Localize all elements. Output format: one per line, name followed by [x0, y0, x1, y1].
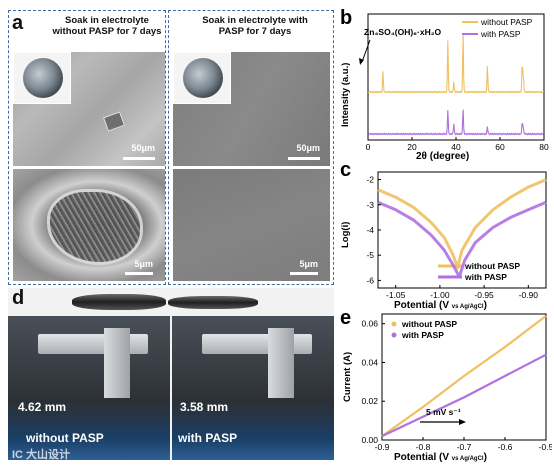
scale-bar-bottom-left [125, 272, 153, 275]
chart-c-ytick-label-4: -6 [366, 275, 374, 285]
chart-e-xtick-label-0: -0.9 [375, 442, 390, 452]
chart-e-xlabel: Potential (V vs Ag/AgCl) [394, 452, 487, 463]
chart-e-ylabel: Current (A) [342, 352, 353, 402]
chart-c-series-1 [377, 200, 547, 279]
chart-b-xtick-label-1: 20 [407, 142, 417, 152]
chart-e-xtick-label-3: -0.6 [498, 442, 513, 452]
chart-e-xtick-label-4: -0.5 [539, 442, 552, 452]
panel-a-right-box [168, 10, 334, 285]
scale-label-bottom-right: 5μm [299, 259, 318, 269]
chart-b-ylabel: Intensity (a.u.) [340, 63, 351, 127]
sem-with-pasp-low-mag: 50μm [173, 52, 330, 166]
caliper-without [38, 334, 148, 354]
watermark: IC 大山设计 [12, 449, 71, 460]
thickness-with: 3.58 mm [180, 400, 229, 414]
chart-e-xtick-label-2: -0.7 [457, 442, 472, 452]
scale-label-top-right: 50μm [296, 143, 320, 153]
panel-a-left-box [8, 10, 166, 285]
chart-c-ytick-label-2: -4 [366, 225, 374, 235]
chart-e-legend-label-0: without PASP [401, 319, 457, 329]
chart-e-series-1 [381, 353, 547, 438]
sem-with-pasp-high-mag: 5μm [173, 169, 330, 281]
corrosion-pit [102, 111, 126, 132]
scale-bar-bottom-right [290, 272, 318, 275]
chart-c-xtick-label-3: -0.90 [519, 290, 539, 300]
scale-label-top-left: 50μm [131, 143, 155, 153]
chart-c-legend-label-0: without PASP [464, 261, 520, 271]
chart-b-xlabel: 2θ (degree) [416, 151, 469, 162]
chart-b-xtick-label-2: 40 [451, 142, 461, 152]
caption-with-pasp: Soak in electrolyte with PASP for 7 days [202, 15, 308, 37]
coin-with [183, 58, 223, 98]
caliper-jaw-without [104, 328, 130, 398]
chart-b-annotation: Zn₄SO₄(OH)₆·xH₂O [364, 27, 442, 37]
chart-e-xtick-label-1: -0.8 [416, 442, 431, 452]
panel-e-label: e [340, 307, 351, 329]
chart-b-xtick-label-3: 60 [495, 142, 505, 152]
chart-b-xtick-label-0: 0 [366, 142, 371, 152]
chart-c-xtick-label-0: -1.05 [386, 290, 406, 300]
chart-e-ytick-label-0: 0.00 [361, 435, 378, 445]
panel-d-label: d [12, 287, 25, 309]
chart-e-legend-marker-0 [391, 321, 397, 327]
chart-e-legend-label-1: with PASP [401, 330, 444, 340]
flake-cluster [47, 189, 143, 265]
chart-b-series-0 [367, 34, 545, 94]
scale-bar-top-left [123, 157, 155, 160]
panel-a-label: a [12, 12, 24, 34]
chart-e-scan-arrowhead [459, 419, 466, 425]
caliper-with [202, 334, 312, 354]
thickness-without: 4.62 mm [18, 400, 67, 414]
chart-e-ytick-label-2: 0.04 [361, 357, 378, 367]
chart-e-legend-marker-1 [391, 332, 397, 338]
caption-without-pasp: Soak in electrolyte without PASP for 7 d… [52, 15, 162, 37]
chart-c-ytick-label-3: -5 [366, 250, 374, 260]
coin-side-without [72, 294, 166, 310]
coin-inset-without [13, 52, 71, 104]
chart-e-series-0 [381, 315, 547, 437]
chart-e-annotation: 5 mV s⁻¹ [426, 407, 461, 417]
chart-c-series-0 [377, 178, 547, 270]
scale-label-bottom-left: 5μm [134, 259, 153, 269]
chart-c-xlabel: Potential (V vs Ag/AgCl) [394, 300, 487, 311]
panel-d-photo: 4.62 mm 3.58 mm without PASP with PASP I… [8, 288, 334, 460]
label-with-pasp: with PASP [178, 431, 238, 445]
annotation-arrowhead [359, 58, 364, 65]
scale-bar-top-right [288, 157, 320, 160]
chart-c-legend-label-1: with PASP [464, 272, 507, 282]
label-without-pasp: without PASP [26, 431, 104, 445]
chart-b: b without PASP with PASP 0 20 40 60 80 Zn₄SO₄(… [340, 7, 549, 162]
coin-inset-with [173, 52, 231, 104]
panel-b-label: b [340, 7, 352, 29]
chart-c-ytick-label-0: -2 [366, 175, 374, 185]
sem-without-pasp-low-mag: 50μm [13, 52, 165, 166]
chart-b-series-1 [367, 109, 545, 136]
chart-e-ytick-label-3: 0.06 [361, 319, 378, 329]
chart-c-xtick-label-1: -1.00 [430, 290, 450, 300]
coin-side-with [168, 296, 258, 309]
chart-b-legend-label-1: with PASP [480, 29, 521, 39]
coin-without [23, 58, 63, 98]
panel-c-label: c [340, 160, 351, 181]
sem-without-pasp-high-mag: 5μm [13, 169, 165, 281]
chart-e-ytick-label-1: 0.02 [361, 396, 378, 406]
chart-c-ylabel: Log(i) [340, 222, 351, 248]
chart-c-xtick-label-2: -0.95 [474, 290, 494, 300]
chart-b-xtick-label-4: 80 [539, 142, 549, 152]
chart-b-legend-label-0: without PASP [480, 17, 533, 27]
chart-c-ytick-label-1: -3 [366, 200, 374, 210]
annotation-arrow [361, 39, 371, 63]
caliper-jaw-with [268, 328, 294, 398]
